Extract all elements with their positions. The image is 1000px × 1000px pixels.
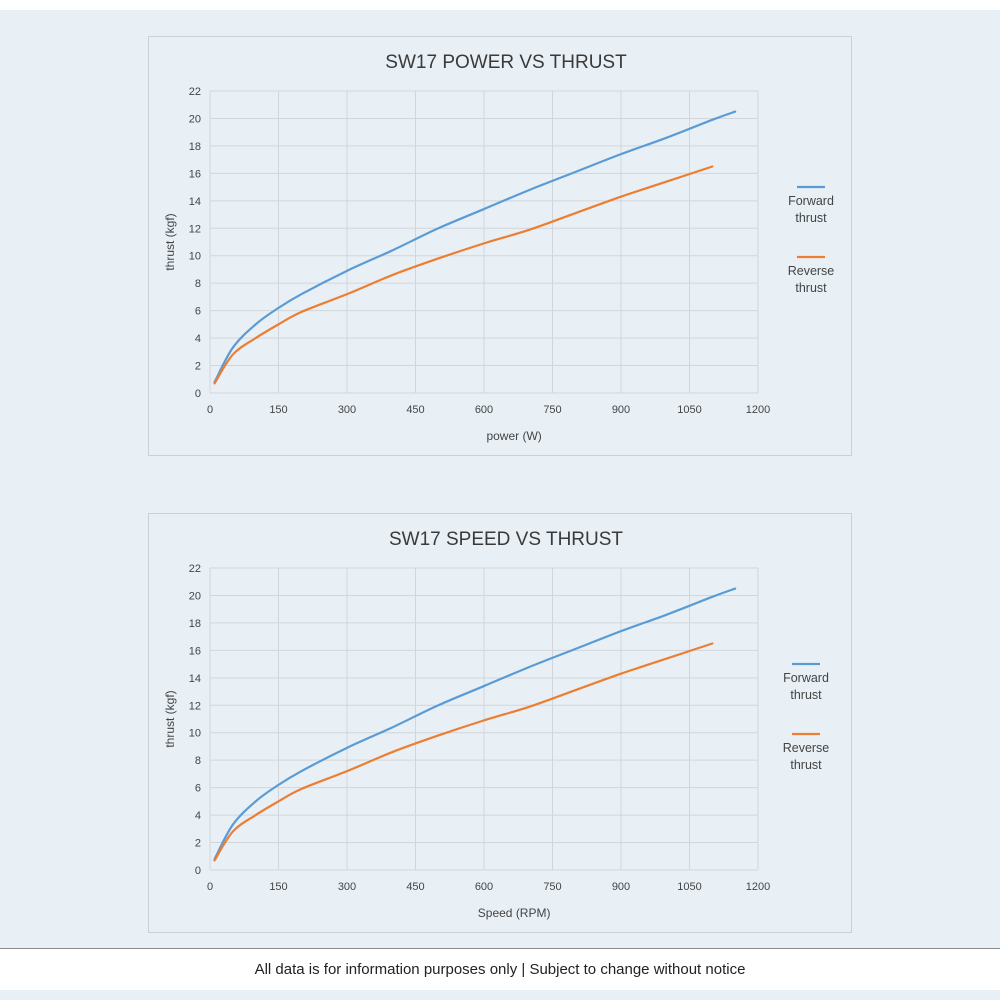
y-tick-label: 6: [195, 306, 201, 318]
y-tick-label: 10: [189, 728, 201, 740]
legend-entry-reverse: Reverse thrust: [783, 732, 830, 772]
x-tick-label: 1050: [677, 881, 701, 893]
y-tick-label: 12: [189, 700, 201, 712]
legend-label: Forward thrust: [788, 194, 834, 225]
speed-vs-thrust-chart: SW17 SPEED VS THRUST 0 2 4 6 8 10 12 14 16 18 20 22 0…: [148, 513, 852, 933]
y-axis-label: thrust (kgf): [163, 213, 177, 270]
x-tick-label: 900: [612, 881, 630, 893]
legend-label: Reverse thrust: [788, 264, 835, 295]
y-tick-label: 10: [189, 251, 201, 263]
y-tick-label: 16: [189, 645, 201, 657]
y-tick-label: 0: [195, 865, 201, 877]
legend-entry-forward: Forward thrust: [788, 185, 834, 225]
power-vs-thrust-plot: SW17 POWER VS THRUST 0 2 4 6 8 10 12 14 16 18 20 22 0…: [163, 52, 835, 443]
legend-label: Forward thrust: [783, 671, 829, 702]
x-tick-label: 150: [269, 881, 287, 893]
legend-entry-forward: Forward thrust: [783, 662, 829, 702]
x-tick-label: 750: [543, 404, 561, 416]
x-tick-label: 900: [612, 404, 630, 416]
grid: [209, 567, 759, 871]
speed-vs-thrust-plot: SW17 SPEED VS THRUST 0 2 4 6 8 10 12 14 16 18 20 22 0…: [163, 529, 830, 920]
footer-disclaimer: All data is for information purposes onl…: [0, 948, 1000, 990]
bottom-strip: [0, 990, 1000, 1000]
y-tick-label: 14: [189, 673, 201, 685]
x-tick-label: 300: [338, 881, 356, 893]
legend-entry-reverse: Reverse thrust: [788, 255, 835, 295]
top-strip: [0, 0, 1000, 10]
x-tick-label: 0: [207, 881, 213, 893]
forward-thrust-series-line: [213, 110, 737, 384]
y-tick-label: 8: [195, 755, 201, 767]
y-tick-label: 14: [189, 196, 201, 208]
y-tick-label: 12: [189, 223, 201, 235]
power-vs-thrust-chart: SW17 POWER VS THRUST 0 2 4 6 8 10 12 14 16 18 20 22 0…: [148, 36, 852, 456]
y-tick-label: 4: [195, 333, 201, 345]
footer-note: All data is for information purposes onl…: [254, 961, 746, 978]
y-tick-label: 20: [189, 590, 201, 602]
y-tick-label: 22: [189, 563, 201, 575]
x-tick-label: 150: [269, 404, 287, 416]
y-tick-label: 4: [195, 810, 201, 822]
chart-title: SW17 POWER VS THRUST: [385, 52, 627, 73]
x-tick-label: 600: [475, 404, 493, 416]
x-tick-label: 300: [338, 404, 356, 416]
y-tick-label: 2: [195, 361, 201, 373]
grid: [209, 90, 759, 394]
y-tick-label: 2: [195, 838, 201, 850]
y-tick-label: 18: [189, 618, 201, 630]
y-tick-label: 18: [189, 141, 201, 153]
x-tick-label: 450: [406, 881, 424, 893]
y-axis-label: thrust (kgf): [163, 690, 177, 747]
x-tick-label: 1200: [746, 404, 770, 416]
chart-title: SW17 SPEED VS THRUST: [389, 529, 623, 550]
x-tick-label: 750: [543, 881, 561, 893]
x-axis-label: power (W): [486, 429, 541, 443]
y-tick-label: 22: [189, 86, 201, 98]
x-tick-label: 1200: [746, 881, 770, 893]
x-tick-label: 1050: [677, 404, 701, 416]
y-tick-label: 20: [189, 113, 201, 125]
reverse-thrust-series-line: [213, 642, 714, 862]
x-tick-label: 450: [406, 404, 424, 416]
y-tick-label: 6: [195, 783, 201, 795]
legend-label: Reverse thrust: [783, 741, 830, 772]
x-axis-label: Speed (RPM): [478, 906, 551, 920]
y-tick-label: 8: [195, 278, 201, 290]
x-tick-label: 600: [475, 881, 493, 893]
y-tick-label: 0: [195, 388, 201, 400]
y-tick-label: 16: [189, 168, 201, 180]
x-tick-label: 0: [207, 404, 213, 416]
reverse-thrust-series-line: [213, 165, 714, 385]
forward-thrust-series-line: [213, 587, 737, 861]
